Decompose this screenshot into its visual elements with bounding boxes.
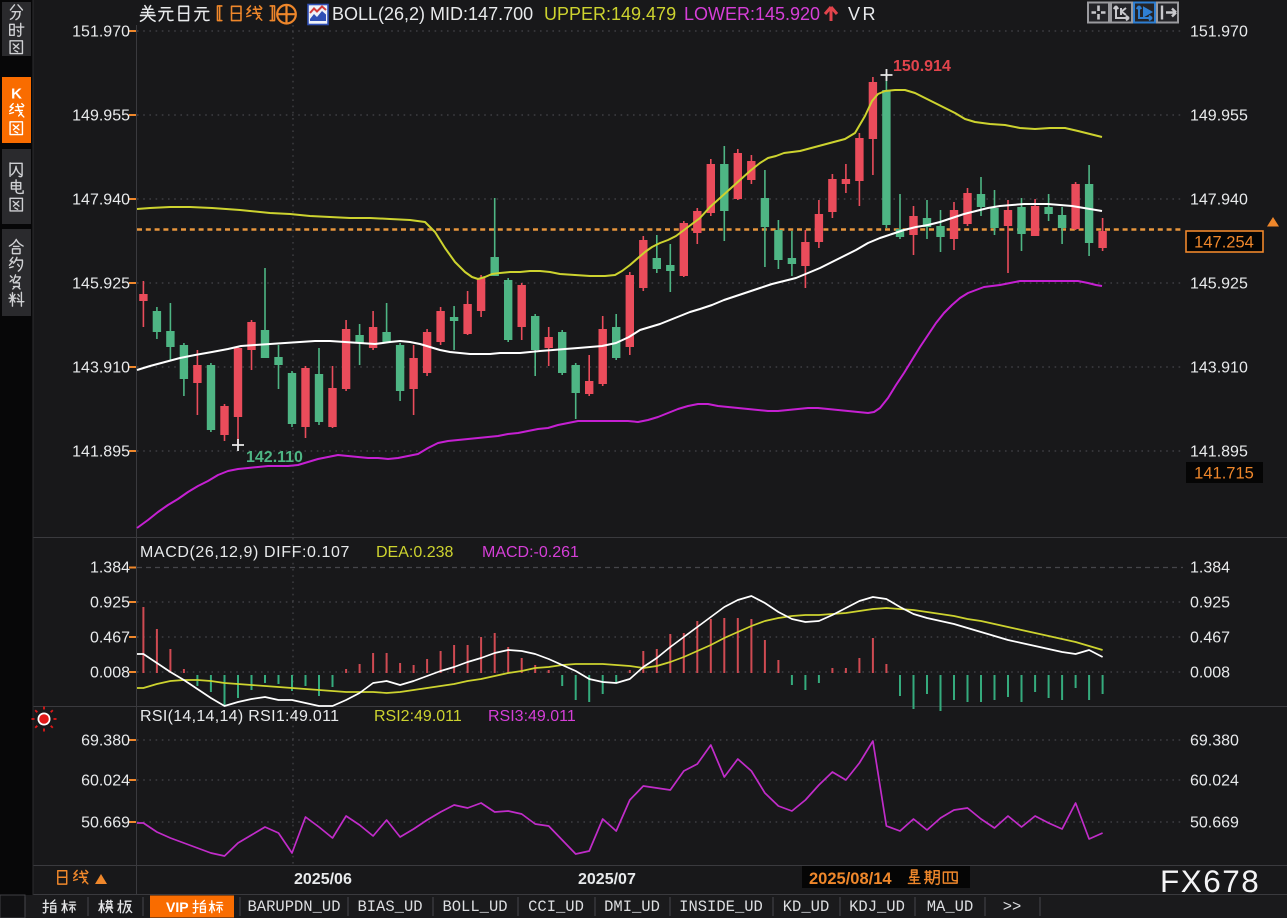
svg-text:BOLL_UD: BOLL_UD — [442, 898, 507, 916]
svg-text:FX678: FX678 — [1160, 863, 1260, 899]
svg-text:2025/07: 2025/07 — [578, 871, 636, 888]
svg-text:141.715: 141.715 — [1194, 465, 1254, 483]
svg-text:DEA:0.238: DEA:0.238 — [376, 544, 453, 561]
svg-text:VR: VR — [848, 4, 878, 24]
svg-text:BARUPDN_UD: BARUPDN_UD — [247, 898, 340, 916]
svg-text:142.110: 142.110 — [246, 449, 303, 466]
svg-text:0.925: 0.925 — [90, 595, 130, 612]
svg-text:RSI2:49.011: RSI2:49.011 — [374, 708, 462, 725]
svg-text:KDJ_UD: KDJ_UD — [849, 898, 905, 916]
svg-text:143.910: 143.910 — [72, 360, 130, 377]
svg-text:50.669: 50.669 — [81, 815, 130, 832]
svg-text:0.467: 0.467 — [1190, 630, 1230, 647]
svg-text:LOWER:145.920: LOWER:145.920 — [684, 4, 820, 24]
svg-text:RSI(14,14,14) RSI1:49.011: RSI(14,14,14) RSI1:49.011 — [140, 708, 339, 725]
svg-text:1.384: 1.384 — [1190, 560, 1230, 577]
svg-text:>>: >> — [1003, 898, 1022, 916]
svg-text:149.955: 149.955 — [1190, 108, 1248, 125]
svg-text:143.910: 143.910 — [1190, 360, 1248, 377]
svg-text:141.895: 141.895 — [1190, 444, 1248, 461]
svg-text:60.024: 60.024 — [81, 773, 130, 790]
svg-text:69.380: 69.380 — [81, 733, 130, 750]
svg-text:MACD(26,12,9) DIFF:0.107: MACD(26,12,9) DIFF:0.107 — [140, 544, 350, 561]
svg-text:50.669: 50.669 — [1190, 815, 1239, 832]
svg-text:145.925: 145.925 — [72, 276, 130, 293]
svg-text:0.467: 0.467 — [90, 630, 130, 647]
svg-text:69.380: 69.380 — [1190, 733, 1239, 750]
svg-text:141.895: 141.895 — [72, 444, 130, 461]
svg-text:UPPER:149.479: UPPER:149.479 — [544, 4, 676, 24]
svg-text:151.970: 151.970 — [1190, 24, 1248, 41]
svg-text:VIP: VIP — [166, 899, 189, 915]
svg-text:145.925: 145.925 — [1190, 276, 1248, 293]
svg-text:0.008: 0.008 — [1190, 665, 1230, 682]
svg-text:INSIDE_UD: INSIDE_UD — [679, 898, 763, 916]
svg-text:MA_UD: MA_UD — [927, 898, 974, 916]
svg-text:CCI_UD: CCI_UD — [528, 898, 584, 916]
svg-text:K: K — [11, 85, 22, 102]
svg-text:DMI_UD: DMI_UD — [604, 898, 660, 916]
svg-text:MACD:-0.261: MACD:-0.261 — [482, 544, 579, 561]
svg-text:0.925: 0.925 — [1190, 595, 1230, 612]
svg-text:1.384: 1.384 — [90, 560, 130, 577]
svg-text:BOLL(26,2) MID:147.700: BOLL(26,2) MID:147.700 — [332, 4, 533, 24]
svg-text:60.024: 60.024 — [1190, 773, 1239, 790]
svg-text:2025/06: 2025/06 — [294, 871, 352, 888]
svg-text:151.970: 151.970 — [72, 24, 130, 41]
svg-text:2025/08/14: 2025/08/14 — [809, 870, 892, 888]
svg-text:KD_UD: KD_UD — [783, 898, 830, 916]
svg-text:BIAS_UD: BIAS_UD — [357, 898, 422, 916]
svg-text:RSI3:49.011: RSI3:49.011 — [488, 708, 576, 725]
svg-text:0.008: 0.008 — [90, 665, 130, 682]
svg-text:147.940: 147.940 — [72, 192, 130, 209]
svg-text:149.955: 149.955 — [72, 108, 130, 125]
svg-text:150.914: 150.914 — [893, 58, 951, 75]
svg-text:147.254: 147.254 — [1194, 234, 1254, 252]
svg-text:147.940: 147.940 — [1190, 192, 1248, 209]
